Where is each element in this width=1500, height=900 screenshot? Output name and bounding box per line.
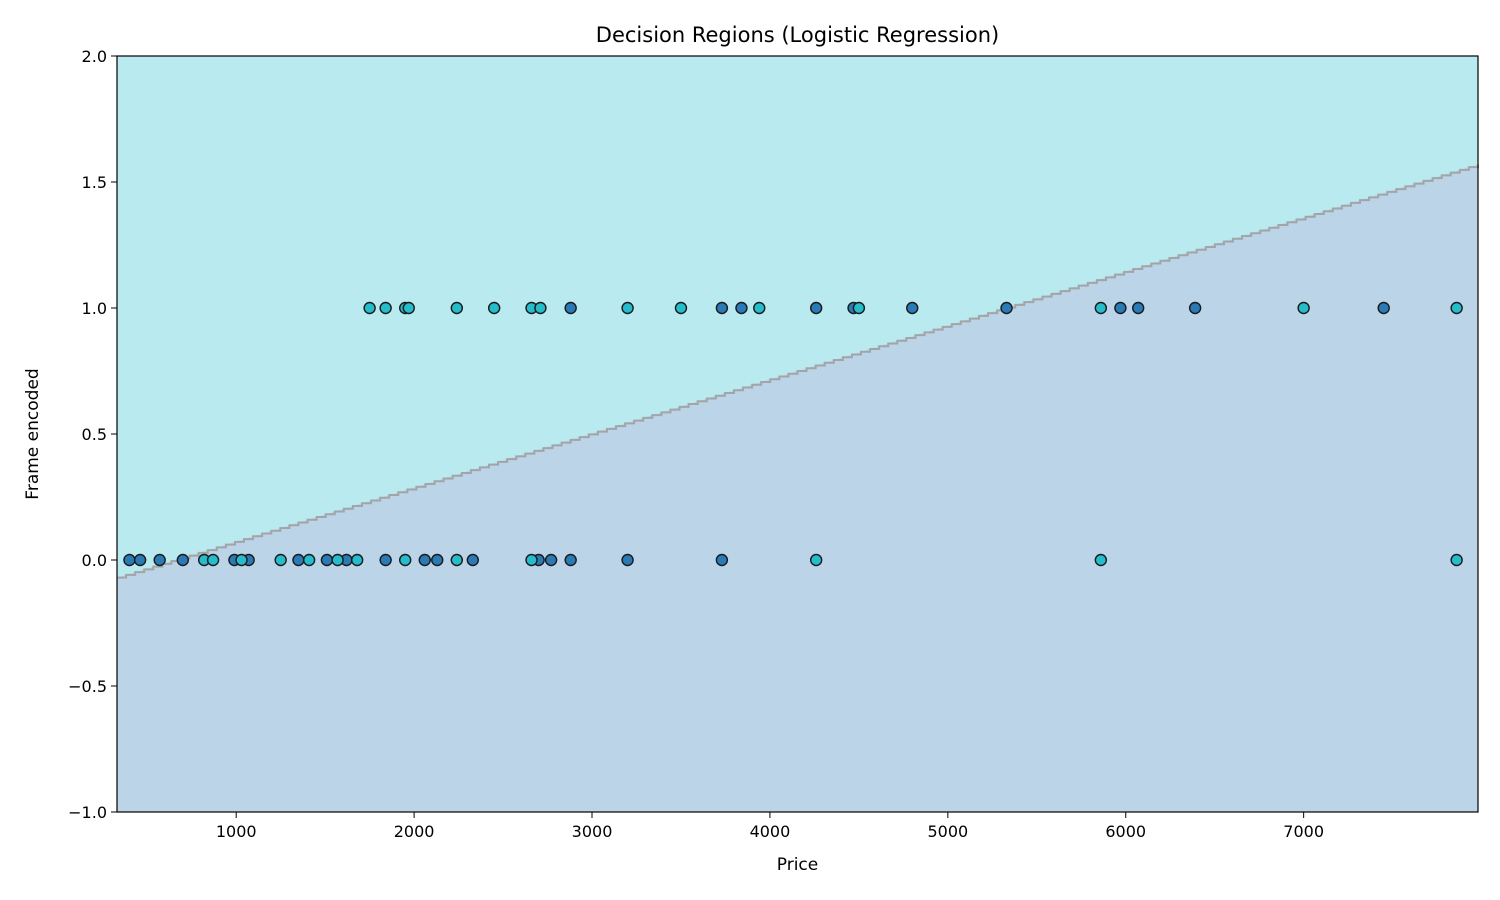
x-tick-label: 6000 — [1105, 822, 1146, 841]
data-point-class-light — [450, 553, 464, 567]
data-point-class-dark — [418, 553, 431, 567]
x-axis-label: Price — [777, 855, 818, 875]
data-point-class-light — [379, 301, 392, 315]
data-point-class-dark — [564, 301, 577, 315]
y-tick-label: −1.0 — [68, 803, 107, 822]
data-point-class-light — [674, 301, 688, 315]
data-point-class-light — [487, 301, 501, 315]
data-point-class-light — [206, 553, 220, 567]
region-lower — [117, 164, 1478, 813]
data-point-class-light — [235, 553, 248, 567]
y-tick-label: 2.0 — [82, 47, 107, 66]
data-point-class-dark — [1188, 301, 1202, 315]
x-axis-ticks: 1000 2000 3000 4000 5000 6000 7000 — [216, 812, 1324, 841]
decision-regions — [117, 56, 1478, 813]
data-point-class-dark — [809, 301, 823, 315]
data-point-class-light — [1094, 301, 1108, 315]
data-point-class-dark — [153, 553, 166, 567]
data-point-class-dark — [176, 553, 190, 567]
x-tick-label: 3000 — [572, 822, 613, 841]
data-point-class-dark — [292, 553, 305, 567]
y-tick-label: 0.0 — [82, 551, 107, 570]
x-tick-label: 7000 — [1283, 822, 1324, 841]
data-point-class-dark — [544, 553, 558, 567]
data-point-class-light — [331, 553, 344, 567]
y-tick-label: 1.0 — [82, 299, 107, 318]
data-point-class-light — [450, 301, 464, 315]
data-point-class-dark — [133, 553, 147, 567]
y-axis-label: Frame encoded — [23, 368, 43, 499]
data-point-class-light — [363, 301, 376, 315]
data-point-class-dark — [1377, 301, 1390, 315]
y-tick-label: 0.5 — [82, 425, 107, 444]
data-point-class-light — [809, 553, 823, 567]
data-point-class-light — [525, 553, 538, 567]
decision-boundary-line — [117, 164, 1479, 579]
data-point-class-dark — [431, 553, 444, 567]
data-point-class-dark — [564, 553, 577, 567]
scatter-points — [123, 301, 1463, 567]
data-point-class-dark — [320, 553, 334, 567]
data-point-class-light — [399, 553, 412, 567]
data-point-class-light — [621, 301, 634, 315]
data-point-class-light — [1094, 553, 1108, 567]
data-point-class-light — [753, 301, 766, 315]
data-point-class-dark — [621, 553, 634, 567]
decision-boundary-layer — [117, 164, 1479, 579]
data-point-class-light — [852, 301, 866, 315]
data-point-class-dark — [123, 553, 136, 567]
y-tick-label: −0.5 — [68, 677, 107, 696]
data-point-class-dark — [379, 553, 392, 567]
data-point-class-light — [350, 553, 364, 567]
y-tick-label: 1.5 — [82, 173, 107, 192]
data-point-class-dark — [715, 301, 729, 315]
data-point-class-light — [402, 301, 415, 315]
data-point-class-dark — [735, 301, 748, 315]
data-point-class-light — [274, 553, 287, 567]
data-point-class-light — [534, 301, 547, 315]
data-point-class-dark — [906, 301, 919, 315]
data-point-class-dark — [1131, 301, 1145, 315]
data-point-class-dark — [466, 553, 480, 567]
data-point-class-dark — [1114, 301, 1127, 315]
data-point-class-light — [1450, 301, 1463, 315]
chart-title: Decision Regions (Logistic Regression) — [596, 23, 999, 47]
data-point-class-dark — [1000, 301, 1013, 315]
x-tick-label: 2000 — [394, 822, 435, 841]
data-point-class-light — [302, 553, 316, 567]
x-tick-label: 4000 — [750, 822, 791, 841]
y-axis-ticks: −1.0 −0.5 0.0 0.5 1.0 1.5 2.0 — [68, 47, 117, 822]
data-point-class-dark — [715, 553, 729, 567]
x-tick-label: 1000 — [216, 822, 257, 841]
x-tick-label: 5000 — [927, 822, 968, 841]
data-point-class-light — [1297, 301, 1310, 315]
data-point-class-light — [1450, 553, 1463, 567]
